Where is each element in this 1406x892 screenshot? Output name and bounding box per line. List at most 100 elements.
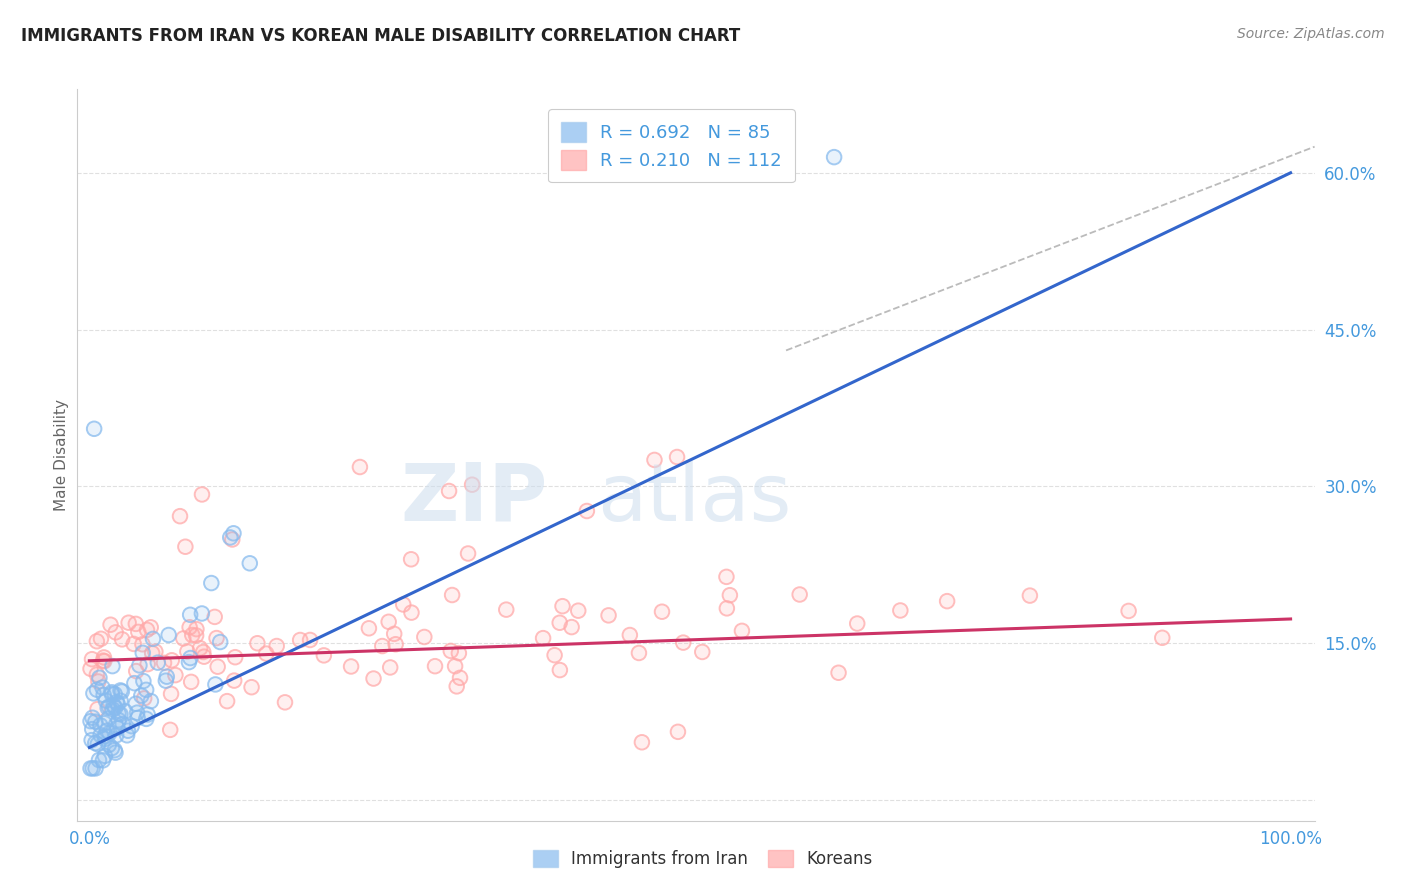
Point: [96, 723, 118, 738]
Legend: Immigrants from Iran, Koreans: Immigrants from Iran, Koreans: [524, 842, 882, 877]
Point: [104, 743, 127, 757]
Point: [104, 687, 127, 701]
Point: [86, 737, 108, 751]
Point: [110, 694, 132, 708]
Point: [111, 684, 134, 698]
Point: [104, 746, 127, 760]
Point: [93, 654, 115, 668]
Point: [91, 753, 114, 767]
Point: [672, 635, 695, 649]
Point: [127, 624, 149, 639]
Point: [125, 616, 148, 631]
Point: [91, 654, 114, 668]
Point: [193, 649, 215, 664]
Point: [105, 728, 128, 742]
Point: [97, 712, 120, 726]
Point: [191, 607, 214, 621]
Point: [401, 606, 423, 620]
Point: [136, 623, 159, 637]
Point: [127, 706, 149, 720]
Point: [495, 602, 517, 616]
Point: [94, 731, 117, 746]
Point: [80, 733, 103, 747]
Point: [132, 674, 155, 689]
Point: [121, 719, 143, 733]
Point: [219, 531, 242, 545]
Point: [447, 646, 470, 660]
Point: [889, 603, 911, 617]
Point: [1118, 604, 1140, 618]
Point: [82, 761, 104, 775]
Point: [299, 632, 322, 647]
Point: [115, 728, 138, 742]
Point: [457, 547, 479, 561]
Point: [136, 623, 159, 637]
Point: [98, 726, 121, 740]
Point: [371, 639, 394, 653]
Point: [846, 616, 869, 631]
Point: [96, 723, 118, 738]
Point: [789, 587, 811, 601]
Point: [157, 628, 180, 642]
Point: [179, 607, 201, 622]
Point: [377, 615, 399, 629]
Point: [127, 706, 149, 720]
Point: [357, 621, 380, 635]
Point: [139, 620, 162, 634]
Point: [86, 667, 108, 681]
Point: [224, 673, 246, 688]
Point: [191, 487, 214, 501]
Point: [219, 531, 242, 545]
Point: [631, 735, 654, 749]
Point: [598, 608, 620, 623]
Point: [107, 706, 129, 721]
Point: [254, 647, 277, 661]
Point: [823, 150, 845, 164]
Point: [627, 646, 650, 660]
Point: [457, 547, 479, 561]
Point: [155, 673, 177, 688]
Point: [86, 737, 108, 751]
Point: [176, 644, 198, 658]
Point: [97, 699, 120, 714]
Point: [86, 682, 108, 697]
Point: [392, 598, 415, 612]
Point: [551, 599, 574, 614]
Point: [165, 668, 187, 682]
Point: [90, 632, 112, 646]
Point: [437, 483, 460, 498]
Point: [97, 712, 120, 726]
Point: [846, 616, 869, 631]
Point: [82, 761, 104, 775]
Point: [125, 664, 148, 678]
Point: [101, 659, 124, 673]
Point: [716, 601, 738, 615]
Point: [619, 628, 641, 642]
Point: [135, 712, 157, 726]
Point: [111, 632, 134, 647]
Point: [205, 631, 228, 645]
Point: [105, 721, 128, 735]
Point: [200, 576, 222, 591]
Point: [82, 686, 104, 700]
Point: [105, 695, 128, 709]
Point: [204, 610, 226, 624]
Point: [127, 711, 149, 725]
Point: [224, 673, 246, 688]
Point: [129, 689, 152, 703]
Point: [155, 673, 177, 688]
Point: [274, 695, 297, 709]
Point: [110, 683, 132, 698]
Point: [139, 694, 162, 708]
Point: [266, 639, 288, 653]
Point: [186, 622, 208, 636]
Point: [124, 676, 146, 690]
Point: [105, 721, 128, 735]
Point: [266, 639, 288, 653]
Point: [84, 761, 107, 775]
Point: [131, 637, 153, 651]
Point: [86, 634, 108, 648]
Point: [98, 726, 121, 740]
Point: [575, 504, 598, 518]
Point: [89, 671, 111, 685]
